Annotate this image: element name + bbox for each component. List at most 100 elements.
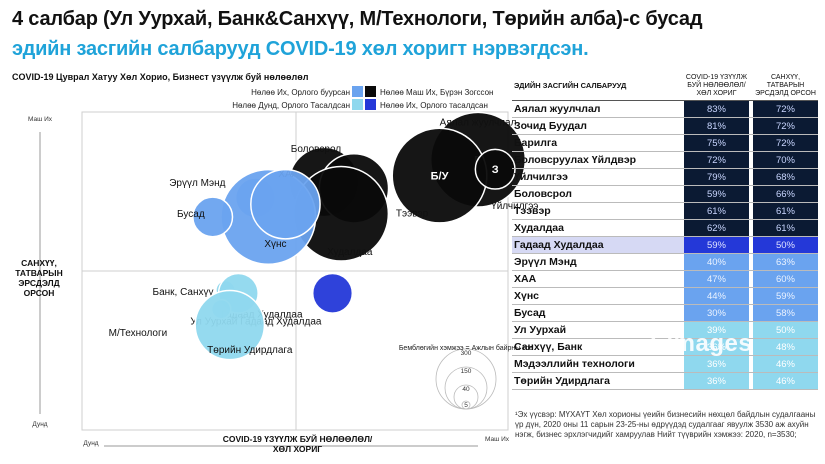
bubble-label: Худалдаа [327, 247, 373, 258]
table-row: Барилга 75% 72% [512, 134, 818, 152]
table-cell-covid: 61% [684, 202, 749, 220]
table-cell-covid: 40% [684, 253, 749, 271]
size-legend-circle [435, 348, 497, 410]
legend-label: Нөлөө Дунд, Орлого Тасалдсан [232, 101, 350, 110]
bubble-label: Бусад [177, 209, 205, 220]
table-row: Бусад 30% 58% [512, 304, 818, 322]
table-cell-covid: 59% [684, 185, 749, 203]
bubble [192, 196, 234, 238]
table-cell-sector: Төрийн Удирдлага [512, 372, 684, 390]
size-legend-value: 300 [461, 350, 472, 357]
table-cell-finance: 58% [753, 304, 818, 322]
table-row: Боловсруулах Үйлдвэр 72% 70% [512, 151, 818, 169]
table-cell-finance: 63% [753, 253, 818, 271]
legend-swatch [352, 99, 363, 110]
bubble-label: Эрүүл Мэнд [169, 178, 225, 189]
table-row: Мэдээллийн технологи 36% 46% [512, 355, 818, 373]
legend-label: Нөлөө Маш Их, Бүрэн Зогссон [380, 88, 493, 97]
table-cell-sector: Ул Уурхай [512, 321, 684, 339]
table-cell-covid: 79% [684, 168, 749, 186]
table-cell-sector: Зочид Буудал [512, 117, 684, 135]
table-cell-covid: 62% [684, 219, 749, 237]
table-cell-sector: Худалдаа [512, 219, 684, 237]
table-cell-sector: Мэдээллийн технологи [512, 355, 684, 373]
table-cell-sector: Хүнс [512, 287, 684, 305]
legend-label: Нөлөө Их, Орлого буурсан [251, 88, 350, 97]
bubble [250, 168, 321, 240]
bubble-label: Хүнс [264, 239, 286, 250]
y-axis-top-label: Маш Их [27, 116, 53, 123]
page-subtitle: эдийн засгийн салбарууд COVID-19 хөл хор… [12, 38, 589, 60]
table-cell-sector: Бусад [512, 304, 684, 322]
table-row: Боловсрол 59% 66% [512, 185, 818, 203]
table-cell-covid: 36% [684, 338, 749, 356]
table-cell-finance: 66% [753, 185, 818, 203]
table-cell-finance: 50% [753, 236, 818, 254]
x-axis-label: COVID-19 ҮЗҮҮЛЖ БУЙ НӨЛӨӨЛӨЛ/ ХӨЛ ХОРИГ [222, 434, 373, 454]
table-row: Зочид Буудал 81% 72% [512, 117, 818, 135]
x-axis-right-label: Маш Их [484, 436, 510, 443]
table-cell-sector: Тээвэр [512, 202, 684, 220]
table-cell-covid: 75% [684, 134, 749, 152]
table-row: Аялал жуулчлал 83% 72% [512, 100, 818, 118]
bubble-inner-label: Б/У [431, 171, 449, 183]
table-row: Төрийн Удирдлага 36% 46% [512, 372, 818, 390]
bubble-label: Төрийн Удирдлага [207, 345, 293, 356]
table-cell-covid: 47% [684, 270, 749, 288]
table-header-finance: САНХҮҮ, ТАТВАРЫН ЭРСДЭЛД ОРСОН [753, 72, 818, 101]
table-cell-finance: 72% [753, 100, 818, 118]
x-axis-left-label: Дунд [83, 440, 99, 447]
table-cell-finance: 50% [753, 321, 818, 339]
table-cell-covid: 83% [684, 100, 749, 118]
bubble-inner-label: З [492, 164, 499, 176]
table-cell-sector: Санхүү, Банк [512, 338, 684, 356]
bubble-label: Боловсрол [291, 144, 342, 155]
table-cell-covid: 36% [684, 355, 749, 373]
table-cell-sector: Үйлчилгээ [512, 168, 684, 186]
size-legend-circle [461, 400, 471, 410]
table-cell-finance: 48% [753, 338, 818, 356]
table-cell-finance: 46% [753, 372, 818, 390]
y-axis-label: САНХҮҮ, ТАТВАРЫН ЭРСДЭЛД ОРСОН [15, 258, 63, 298]
bubble-label: М/Технологи [109, 328, 168, 339]
table-cell-finance: 61% [753, 202, 818, 220]
size-legend-value: 5 [464, 402, 468, 409]
legend-swatch [352, 86, 363, 97]
bubble [311, 272, 354, 314]
table-row: Ул Уурхай 39% 50% [512, 321, 818, 339]
table-header: ЭДИЙН ЗАСГИЙН САЛБАРУУД COVID-19 ҮЗҮҮЛЖ … [512, 72, 818, 101]
legend-swatch [365, 86, 376, 97]
table-cell-sector: Барилга [512, 134, 684, 152]
table-cell-covid: 36% [684, 372, 749, 390]
table-cell-covid: 72% [684, 151, 749, 169]
sector-table: ЭДИЙН ЗАСГИЙН САЛБАРУУД COVID-19 ҮЗҮҮЛЖ … [512, 72, 818, 390]
table-row: Гадаад Худалдаа 59% 50% [512, 236, 818, 254]
table-row: Худалдаа 62% 61% [512, 219, 818, 237]
table-row: Санхүү, Банк 36% 48% [512, 338, 818, 356]
table-cell-finance: 61% [753, 219, 818, 237]
bubble-label: Банк, Санхүү [153, 287, 214, 298]
table-cell-sector: Аялал жуулчлал [512, 100, 684, 118]
bubble-label: Аялал жуулчлал [440, 118, 517, 129]
table-cell-finance: 46% [753, 355, 818, 373]
table-cell-covid: 30% [684, 304, 749, 322]
table-cell-finance: 72% [753, 117, 818, 135]
size-legend-value: 150 [461, 368, 472, 375]
chart-title: COVID-19 Цуврал Хатуу Хөл Хорио, Бизнест… [12, 72, 309, 82]
table-cell-covid: 39% [684, 321, 749, 339]
y-axis-bottom-label: Дунд [32, 421, 48, 428]
table-cell-sector: Боловсрол [512, 185, 684, 203]
table-row: Тээвэр 61% 61% [512, 202, 818, 220]
bubble-label: Тээвэр [396, 208, 429, 219]
table-cell-sector: Боловсруулах Үйлдвэр [512, 151, 684, 169]
size-legend-value: 40 [462, 386, 470, 393]
table-cell-finance: 68% [753, 168, 818, 186]
page-title: 4 салбар (Ул Уурхай, Банк&Санхүү, М/Техн… [12, 8, 703, 30]
bubble [194, 289, 266, 361]
table-cell-finance: 59% [753, 287, 818, 305]
table-header-covid: COVID-19 ҮЗҮҮЛЖ БУЙ НӨЛӨӨЛӨЛ/ ХӨЛ ХОРИГ [684, 72, 749, 101]
table-cell-finance: 72% [753, 134, 818, 152]
table-row: ХАА 47% 60% [512, 270, 818, 288]
table-row: Үйлчилгээ 79% 68% [512, 168, 818, 186]
